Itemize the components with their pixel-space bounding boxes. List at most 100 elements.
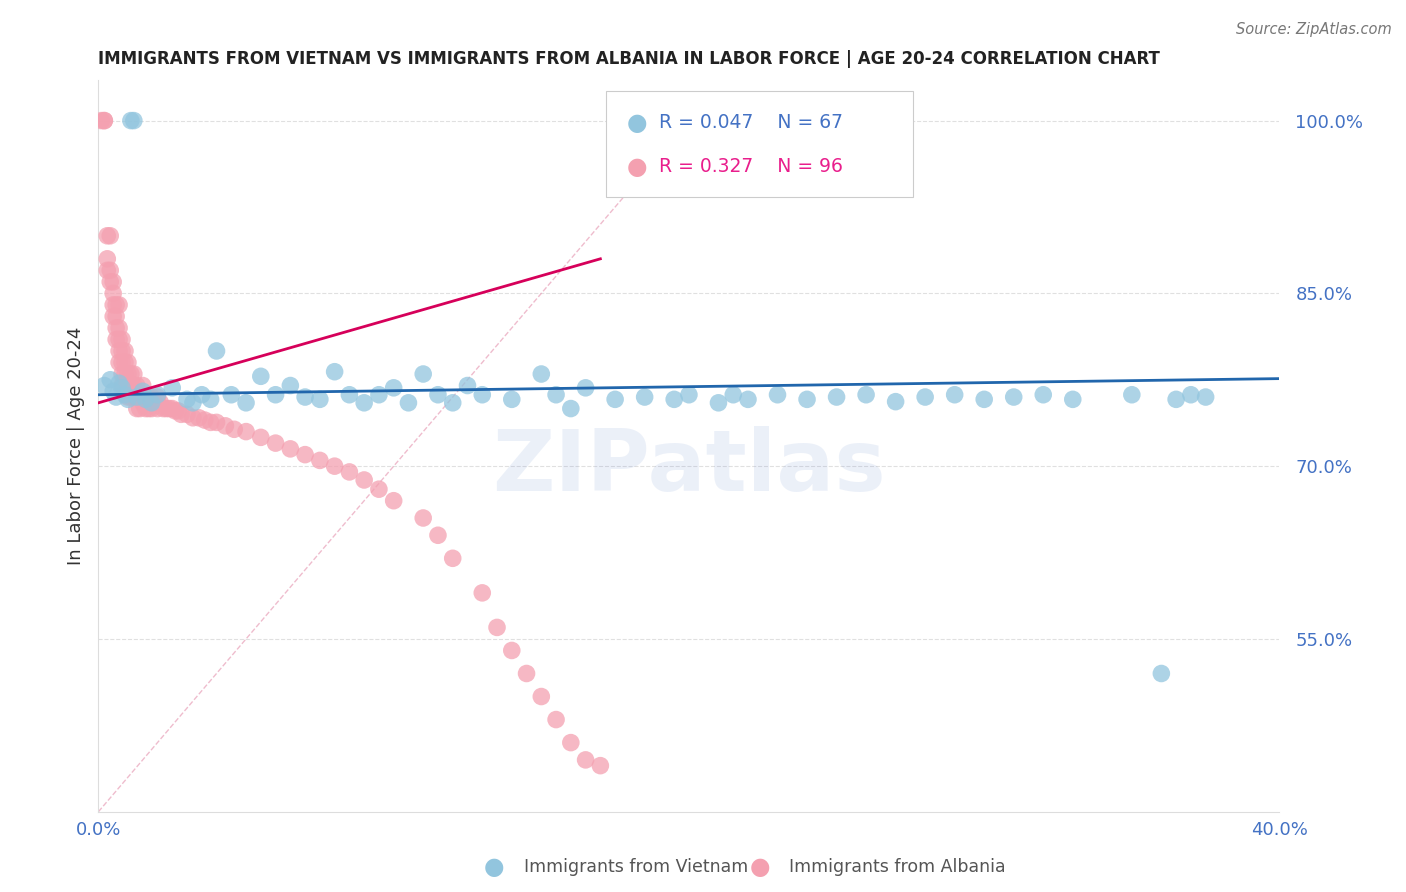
Point <box>111 343 134 358</box>
Point <box>471 388 494 402</box>
Point <box>235 425 257 439</box>
Point <box>250 369 273 384</box>
Point <box>412 367 434 381</box>
Text: ●: ● <box>749 855 770 879</box>
Point <box>135 390 157 404</box>
Point <box>135 392 157 407</box>
Text: ●: ● <box>626 111 647 135</box>
Point <box>135 401 157 416</box>
Point <box>146 390 169 404</box>
Point <box>170 407 193 421</box>
Point <box>605 392 627 407</box>
Point <box>125 390 148 404</box>
Point <box>575 753 598 767</box>
Point <box>1032 388 1054 402</box>
Point <box>546 713 568 727</box>
Point <box>96 228 118 243</box>
Point <box>205 416 228 430</box>
Point <box>368 482 391 496</box>
Point <box>138 401 160 416</box>
Point <box>280 442 302 456</box>
Point <box>114 355 136 369</box>
Point <box>122 113 145 128</box>
Point <box>111 381 134 395</box>
Point <box>141 396 163 410</box>
Point <box>884 394 907 409</box>
Point <box>146 401 169 416</box>
Point <box>143 396 166 410</box>
Point <box>98 263 121 277</box>
Point <box>114 388 136 402</box>
Text: Immigrants from Albania: Immigrants from Albania <box>789 857 1005 876</box>
Point <box>973 392 995 407</box>
Point <box>1180 388 1202 402</box>
Text: Source: ZipAtlas.com: Source: ZipAtlas.com <box>1236 22 1392 37</box>
Point <box>264 388 287 402</box>
Point <box>93 113 115 128</box>
Point <box>250 430 273 444</box>
Point <box>98 275 121 289</box>
Point <box>294 390 316 404</box>
Point <box>368 388 391 402</box>
Point <box>105 390 128 404</box>
Point <box>501 643 523 657</box>
Point <box>120 113 142 128</box>
Point <box>114 367 136 381</box>
Point <box>560 401 582 416</box>
Point <box>117 367 139 381</box>
Point <box>323 459 346 474</box>
Point <box>141 390 163 404</box>
Point <box>1062 392 1084 407</box>
Point <box>132 396 155 410</box>
Point <box>200 392 222 407</box>
Point <box>132 384 155 399</box>
Point <box>224 422 246 436</box>
Point <box>235 396 257 410</box>
Point <box>111 367 134 381</box>
Point <box>93 378 115 392</box>
Point <box>108 355 131 369</box>
Point <box>90 113 112 128</box>
Point <box>194 413 217 427</box>
Point <box>309 453 332 467</box>
Point <box>122 367 145 381</box>
Point <box>167 404 190 418</box>
Point <box>441 551 464 566</box>
Point <box>108 298 131 312</box>
Point <box>125 378 148 392</box>
Point <box>176 407 198 421</box>
Text: Immigrants from Vietnam: Immigrants from Vietnam <box>523 857 748 876</box>
Point <box>117 392 139 407</box>
Point <box>427 388 450 402</box>
Point <box>200 416 222 430</box>
Point <box>1002 390 1025 404</box>
Point <box>125 401 148 416</box>
Point <box>98 228 121 243</box>
Point <box>221 388 243 402</box>
Point <box>501 392 523 407</box>
Point <box>339 388 361 402</box>
Point <box>825 390 848 404</box>
Point <box>560 736 582 750</box>
Point <box>323 365 346 379</box>
Point <box>120 390 142 404</box>
Point <box>103 298 125 312</box>
Point <box>664 392 686 407</box>
Point <box>114 343 136 358</box>
Point <box>155 401 177 416</box>
Point <box>96 252 118 266</box>
Point <box>382 381 405 395</box>
Point <box>855 388 877 402</box>
Point <box>111 333 134 347</box>
Point <box>339 465 361 479</box>
Point <box>117 390 139 404</box>
Point <box>96 263 118 277</box>
Point <box>146 388 169 402</box>
Point <box>165 404 187 418</box>
Point <box>114 378 136 392</box>
Point <box>309 392 332 407</box>
Point <box>441 396 464 410</box>
Point <box>471 586 494 600</box>
Point <box>1166 392 1188 407</box>
Point <box>353 473 375 487</box>
